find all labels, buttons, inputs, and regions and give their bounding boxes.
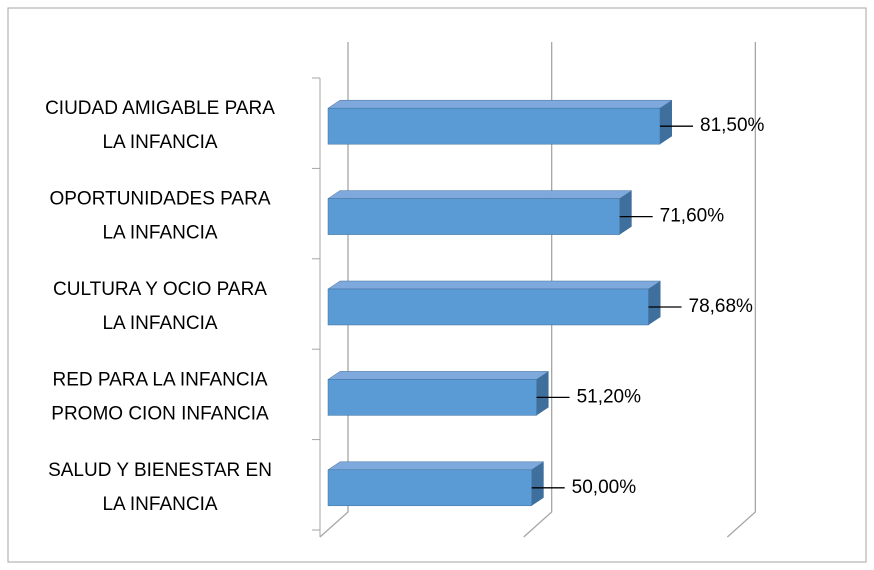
category-label: LA INFANCIA [102,132,217,153]
bar-top [327,280,662,290]
grid-line [726,42,757,538]
bar-side [531,461,544,506]
bar-top [327,190,633,199]
bar-front [327,107,661,145]
bar [327,99,673,145]
bar [327,461,545,507]
bar-side [536,371,549,416]
bar [327,280,662,326]
category-label: RED PARA LA INFANCIA [52,369,267,390]
bar-side [648,281,661,325]
bar [327,190,633,235]
bar-top [327,371,550,380]
bar-top [327,99,673,109]
bar-side [660,100,672,145]
data-label: 71,60% [660,206,725,227]
data-label: 51,20% [577,386,642,407]
category-label: LA INFANCIA [102,494,217,515]
bar-side [619,190,632,235]
data-label: 78,68% [689,296,754,317]
bar-front [327,469,532,507]
data-label: 50,00% [572,477,637,498]
bar-front [327,379,537,416]
data-label: 81,50% [700,115,765,136]
category-label: SALUD Y BIENESTAR EN [48,460,272,481]
category-label: CIUDAD AMIGABLE PARA [45,98,275,119]
category-label: LA INFANCIA [102,223,217,244]
bar-front [327,288,649,326]
bar-front [327,198,620,235]
bar [327,371,550,416]
category-label: LA INFANCIA [102,313,217,334]
category-label: OPORTUNIDADES PARA [49,189,270,210]
bar-top [327,461,545,471]
category-label: CULTURA Y OCIO PARA [53,279,267,300]
category-label: PROMO CION INFANCIA [51,403,269,424]
